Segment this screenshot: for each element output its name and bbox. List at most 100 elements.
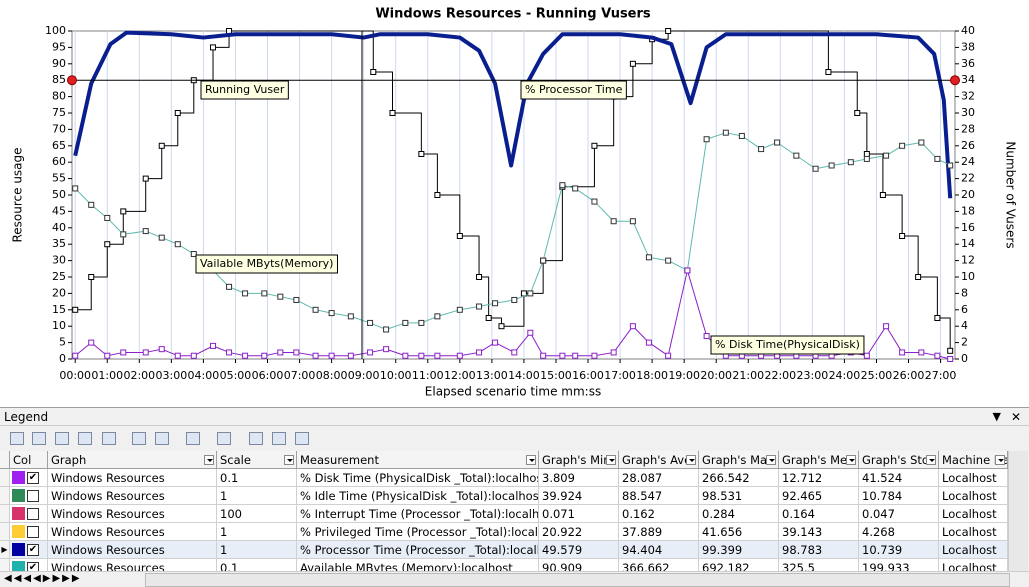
dropdown-arrow[interactable] [995, 455, 1005, 465]
tool-button[interactable] [186, 432, 200, 445]
y2-tick-label: 2 [961, 336, 968, 349]
y2-axis-label: Number of Vusers [1004, 141, 1018, 248]
column-header[interactable]: Graph [48, 451, 217, 469]
column-header[interactable]: Graph's Mini [539, 451, 619, 469]
table-cell: 98.783 [779, 541, 859, 559]
dropdown-arrow[interactable] [766, 455, 776, 465]
tool-button[interactable] [32, 432, 46, 445]
column-header[interactable]: Graph's Std. [859, 451, 939, 469]
tool-button[interactable] [295, 432, 309, 445]
table-cell: Localhost [939, 469, 1008, 487]
point-marker [383, 346, 390, 353]
y-tick-label: 10 [52, 319, 66, 332]
tooltip-box [710, 335, 865, 355]
checkbox[interactable]: ✔ [27, 562, 39, 571]
nav-buttons[interactable]: ◀◀◀◀▶▶▶▶ [4, 573, 82, 584]
y-tick-label: 30 [52, 254, 66, 267]
table-cell: Windows Resources [48, 487, 217, 505]
point-marker [383, 326, 390, 333]
chart: Windows Resources - Running Vusers Elaps… [11, 7, 1018, 399]
point-marker [591, 352, 598, 359]
point-marker [88, 201, 95, 208]
table-cell: 94.404 [619, 541, 699, 559]
y2-tick-label: 6 [961, 303, 968, 316]
point-marker [328, 310, 335, 317]
color-swatch [12, 543, 25, 556]
dropdown-arrow[interactable] [686, 455, 696, 465]
checkbox[interactable] [27, 526, 39, 538]
point-marker [492, 300, 499, 307]
table-cell: 37.889 [619, 523, 699, 541]
point-marker [485, 315, 492, 321]
point-marker [572, 185, 579, 192]
point-marker [492, 339, 499, 346]
point-marker [703, 333, 710, 340]
point-marker [527, 329, 534, 336]
tool-button[interactable] [102, 432, 116, 445]
tool-button[interactable] [217, 432, 231, 445]
series-name: Vailable MByts(Memory) [200, 257, 333, 270]
y2-tick-label: 40 [961, 24, 975, 37]
table-cell: 266.542 [699, 469, 779, 487]
checkbox[interactable]: ✔ [27, 472, 39, 484]
tool-button[interactable] [272, 432, 286, 445]
column-header[interactable]: Graph's Ave [619, 451, 699, 469]
toolbar [0, 428, 1029, 450]
point-marker [174, 352, 181, 359]
tool-button[interactable] [78, 432, 92, 445]
checkbox[interactable]: ✔ [27, 544, 39, 556]
point-marker [899, 142, 906, 149]
dropdown-arrow[interactable] [926, 455, 936, 465]
y2-tick-label: 16 [961, 221, 975, 234]
dropdown-arrow[interactable] [284, 455, 294, 465]
column-header[interactable]: Measurement [297, 451, 539, 469]
dropdown-arrow[interactable] [846, 455, 856, 465]
checkbox[interactable] [27, 490, 39, 502]
y2-tick-label: 38 [961, 40, 975, 53]
dropdown-arrow[interactable] [606, 455, 616, 465]
x-tick-label: 11:00 [412, 369, 444, 382]
dropdown-arrow[interactable] [526, 455, 536, 465]
column-header[interactable]: Scale [217, 451, 297, 469]
point-marker [104, 241, 111, 248]
table-cell: Windows Resources [48, 523, 217, 541]
x-tick-label: 03:00 [156, 369, 188, 382]
point-marker [498, 323, 505, 330]
tool-button[interactable] [249, 432, 263, 445]
dropdown-arrow[interactable] [204, 455, 214, 465]
y2-tick-label: 0 [961, 352, 968, 365]
x-tick-label: 00:00 [59, 369, 91, 382]
x-tick-label: 25:00 [861, 369, 893, 382]
column-header[interactable]: Graph's Max [699, 451, 779, 469]
point-marker [456, 306, 463, 313]
tool-button[interactable] [10, 432, 24, 445]
column-header[interactable]: Graph's Med [779, 451, 859, 469]
vertical-scrollbar[interactable] [1008, 451, 1028, 571]
point-marker [665, 352, 672, 359]
row-selector [0, 523, 10, 541]
tool-button[interactable] [155, 432, 169, 445]
table-cell: 1 [217, 541, 297, 559]
point-marker [703, 136, 710, 143]
column-header[interactable]: Machine Na [939, 451, 1008, 469]
close-button[interactable]: ✕ [1010, 410, 1021, 424]
point-marker [476, 349, 483, 356]
point-marker [190, 352, 197, 359]
table-cell: Windows Resources [48, 505, 217, 523]
pin-button[interactable]: ▼ [992, 410, 1001, 423]
row-selector [0, 505, 10, 523]
y-tick-label: 45 [52, 204, 66, 217]
row-selector [0, 469, 10, 487]
horizontal-scrollbar[interactable] [145, 573, 1010, 587]
tool-button[interactable] [55, 432, 69, 445]
checkbox[interactable] [27, 508, 39, 520]
y-tick-label: 0 [59, 352, 66, 365]
color-swatch [12, 507, 25, 520]
column-header[interactable]: Col [10, 451, 48, 469]
point-marker [347, 352, 354, 359]
x-tick-label: 08:00 [316, 369, 348, 382]
y2-tick-label: 24 [961, 155, 975, 168]
tool-button[interactable] [132, 432, 146, 445]
series-tooltip: Vailable MByts(Memory) [195, 254, 338, 274]
point-marker [825, 69, 832, 75]
